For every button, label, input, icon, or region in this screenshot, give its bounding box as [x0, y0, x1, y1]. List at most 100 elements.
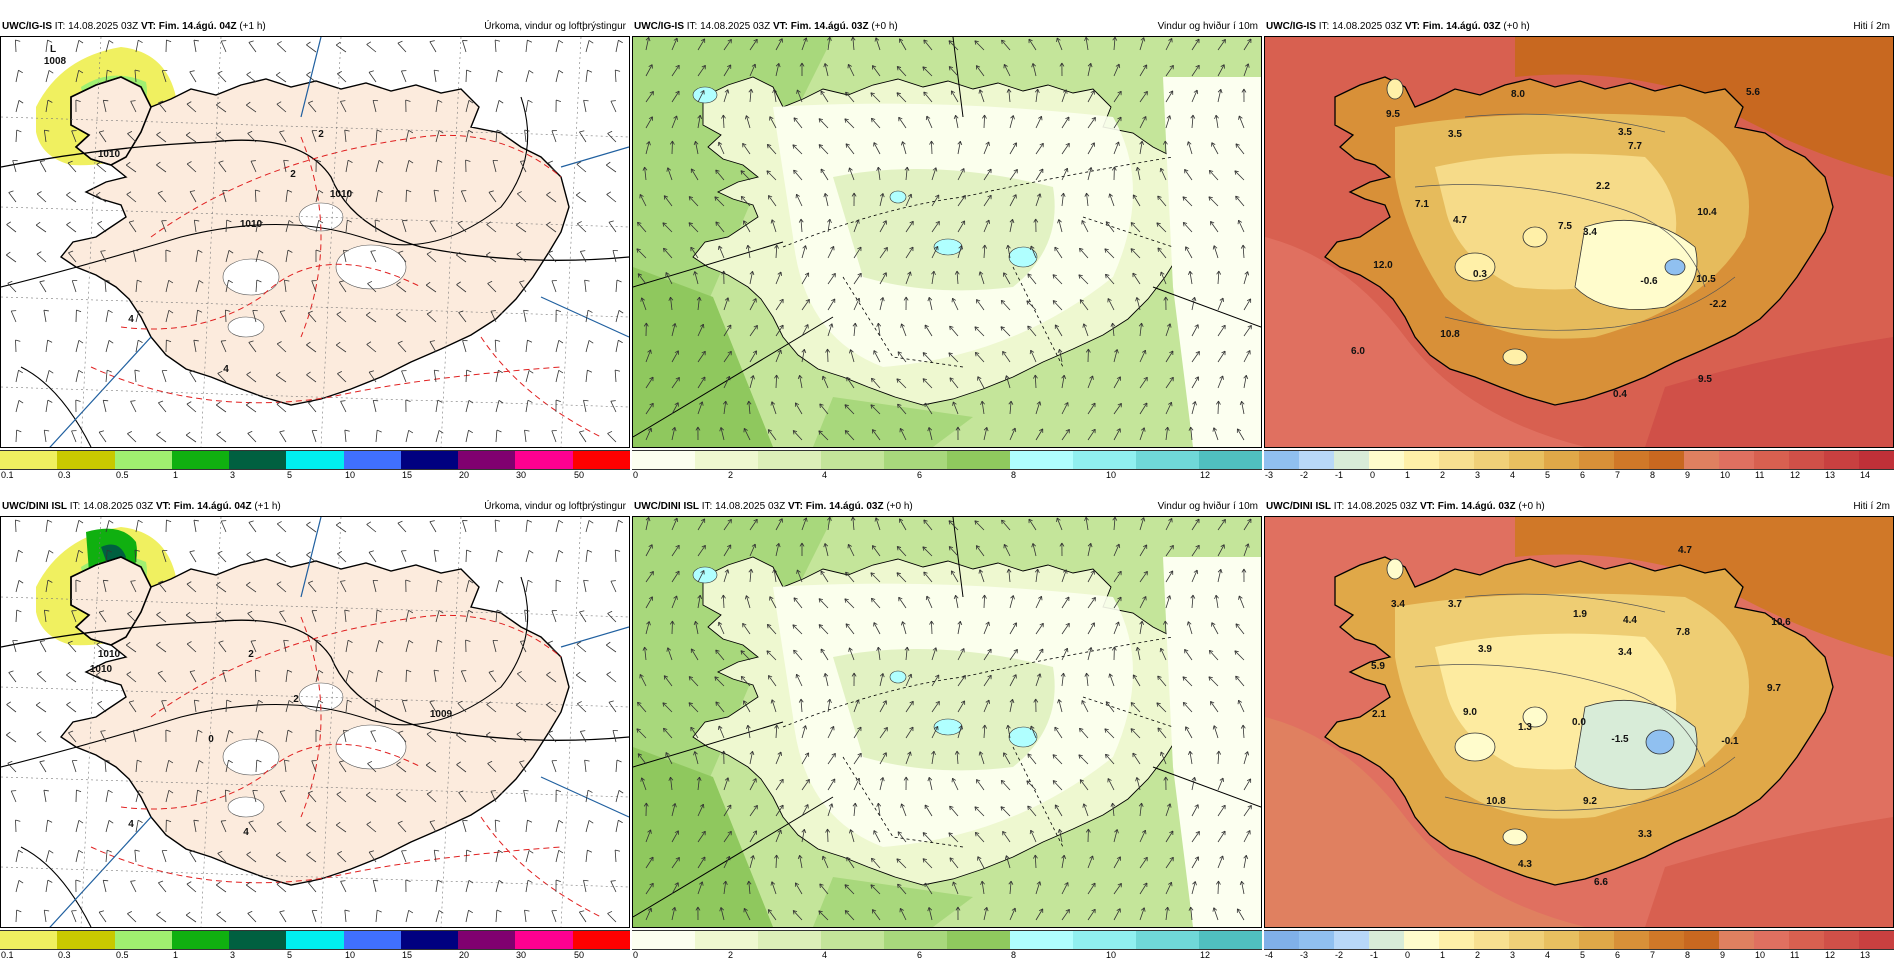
init-time: 14.08.2025 03Z — [68, 21, 138, 32]
colorbar-tick-label: 8 — [1685, 950, 1690, 960]
panel-dini-precip: UWC/DINI ISL IT: 14.08.2025 03Z VT: Fim.… — [0, 498, 630, 968]
map-value-label: -2.2 — [1709, 299, 1727, 310]
colorbar-swatches — [1264, 930, 1894, 950]
colorbar-swatch — [1369, 931, 1404, 949]
valid-time: Fim. 14.ágú. 04Z — [159, 21, 237, 32]
colorbar-tick-label: 6 — [917, 470, 922, 480]
map-value-label: 1010 — [240, 219, 263, 230]
map-value-label: 6.6 — [1594, 877, 1608, 888]
colorbar-swatch — [286, 931, 343, 949]
map-value-label: 7.7 — [1628, 141, 1642, 152]
map-value-label: 2 — [248, 649, 254, 660]
map-svg — [633, 37, 1261, 447]
map-value-label: 5.9 — [1371, 661, 1385, 672]
colorbar-swatch — [1334, 451, 1369, 469]
colorbar-swatch — [1509, 451, 1544, 469]
colorbar-tick-label: 20 — [459, 470, 469, 480]
colorbar-tick-label: 6 — [1580, 470, 1585, 480]
glacier — [223, 259, 279, 295]
map-value-label: 9.7 — [1767, 683, 1781, 694]
colorbar-tick-label: -1 — [1335, 470, 1343, 480]
panel-header: UWC/DINI ISL IT: 14.08.2025 03Z VT: Fim.… — [632, 498, 1262, 516]
colorbar-tick-label: 11 — [1790, 950, 1799, 960]
map-value-label: 4.3 — [1518, 859, 1532, 870]
map-value-label: L — [50, 44, 56, 55]
map-value-label: 1009 — [430, 709, 453, 720]
model-name: UWC/IG-IS — [2, 21, 52, 32]
map-value-label: 2 — [293, 694, 299, 705]
colorbar-swatch — [758, 931, 821, 949]
map-value-label: 2 — [290, 169, 296, 180]
map-value-label: 3.4 — [1391, 599, 1405, 610]
colorbar-swatch — [115, 451, 172, 469]
colorbar-tick-label: 3 — [230, 470, 235, 480]
panel-header-left: UWC/DINI ISL IT: 14.08.2025 03Z VT: Fim.… — [2, 498, 281, 516]
panel-dini-wind: UWC/DINI ISL IT: 14.08.2025 03Z VT: Fim.… — [632, 498, 1262, 968]
init-time: 14.08.2025 03Z — [1347, 501, 1417, 512]
lead-time: (+0 h) — [1503, 21, 1529, 32]
map-value-label: 4.4 — [1623, 615, 1637, 626]
map-value-label: 1008 — [44, 56, 67, 67]
map-value-label: 7.1 — [1415, 199, 1429, 210]
colorbar-swatch — [1404, 931, 1439, 949]
lead-time: (+0 h) — [871, 21, 897, 32]
wind-maximum — [890, 191, 906, 203]
colorbar-tick-label: 10 — [1106, 950, 1116, 960]
map-value-label: 9.0 — [1463, 707, 1477, 718]
colorbar-tick-label: 0.5 — [116, 470, 129, 480]
colorbar-swatch — [1073, 931, 1136, 949]
colorbar-swatches — [632, 450, 1262, 470]
colorbar-tick-label: 9 — [1720, 950, 1725, 960]
it-label: IT: — [1319, 21, 1330, 32]
colorbar-tick-label: 20 — [459, 950, 469, 960]
map-value-label: 2.2 — [1596, 181, 1610, 192]
colorbar-swatch — [1579, 451, 1614, 469]
panel-header: UWC/IG-IS IT: 14.08.2025 03Z VT: Fim. 14… — [632, 18, 1262, 36]
wind-maximum — [890, 671, 906, 683]
map-value-label: 1010 — [330, 189, 353, 200]
colorbar-tick-label: 1 — [1405, 470, 1410, 480]
colorbar-tick-label: 5 — [1545, 470, 1550, 480]
colorbar-tick-label: 12 — [1200, 470, 1210, 480]
panel-igis-precip: UWC/IG-IS IT: 14.08.2025 03Z VT: Fim. 14… — [0, 18, 630, 488]
vt-label: VT: — [1405, 21, 1420, 32]
colorbar-swatch — [884, 451, 947, 469]
colorbar-swatch — [57, 931, 114, 949]
colorbar-swatch — [458, 931, 515, 949]
colorbar-swatch — [1404, 451, 1439, 469]
colorbar-swatch — [1474, 451, 1509, 469]
colorbar-tick-label: 7 — [1650, 950, 1655, 960]
colorbar-tick-label: 10 — [1106, 470, 1116, 480]
map-value-label: 8.0 — [1511, 89, 1525, 100]
colorbar-swatch — [1824, 451, 1859, 469]
colorbar-swatch — [1579, 931, 1614, 949]
colorbar-tick-label: 14 — [1860, 470, 1870, 480]
lead-time: (+1 h) — [254, 501, 280, 512]
colorbar-swatch — [1789, 451, 1824, 469]
colorbar-tick-label: 15 — [402, 950, 412, 960]
panel-title: Úrkoma, vindur og loftþrýstingur — [484, 498, 626, 516]
map-area — [632, 516, 1262, 928]
colorbar-swatch — [1199, 931, 1262, 949]
colorbar-tick-label: 0.1 — [1, 470, 14, 480]
colorbar-swatch — [344, 931, 401, 949]
colorbar-swatch — [1334, 931, 1369, 949]
colorbar-swatch — [1199, 451, 1262, 469]
it-label: IT: — [1334, 501, 1345, 512]
colorbar-tick-label: 10 — [1720, 470, 1730, 480]
model-name: UWC/DINI ISL — [2, 501, 67, 512]
colorbar-tick-label: 30 — [516, 950, 526, 960]
colorbar-tick-label: -1 — [1370, 950, 1378, 960]
map-value-label: 2.1 — [1372, 709, 1386, 720]
map-value-label: -0.1 — [1721, 736, 1739, 747]
colorbar-tick-label: 2 — [728, 950, 733, 960]
vt-label: VT: — [773, 21, 788, 32]
